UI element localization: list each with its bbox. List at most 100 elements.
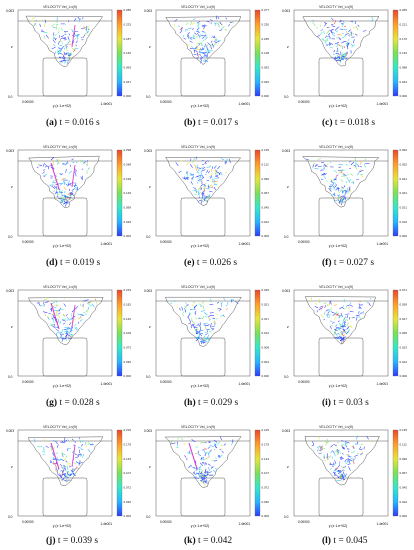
jet-streak bbox=[50, 162, 60, 190]
domain-frame bbox=[17, 429, 113, 517]
x-axis-origin-label: 0.00000 bbox=[160, 380, 172, 384]
panel-l-plot: VELOCITY Vel_Ln(9)z 0.003 0.0 0.00000 1.4e00… bbox=[282, 425, 407, 528]
panel-letter: (k) bbox=[184, 536, 196, 546]
melt-pool-outline bbox=[165, 157, 242, 206]
panel-k-plot: VELOCITY Vel_Ln(9)z 0.003 0.0 0.00000 1.4e00… bbox=[144, 425, 270, 528]
colour-bar-tick: 0.179 bbox=[124, 443, 132, 447]
colour-bar-tick: 0.036 bbox=[124, 500, 132, 504]
colour-bar-tick: 0.132 bbox=[400, 51, 408, 55]
x-axis-origin-label: 0.00000 bbox=[298, 380, 310, 384]
colour-bar-tick: 0.107 bbox=[124, 471, 132, 475]
domain-frame bbox=[17, 289, 113, 377]
x-axis-origin-label: 0.00000 bbox=[22, 520, 34, 524]
y-axis-top-label: 0.003 bbox=[282, 9, 290, 13]
x-axis-label: y (x 1.e+02) bbox=[53, 524, 72, 528]
colour-bar-tick: 0.052 bbox=[400, 163, 408, 167]
plot-header: VELOCITY Vel_Ln(9) bbox=[319, 425, 353, 429]
y-axis-bottom-label: 0.0 bbox=[8, 235, 13, 239]
x-axis-label: y (x 1.e+02) bbox=[191, 104, 210, 108]
panel-time: t = 0.029 s bbox=[198, 398, 239, 408]
y-axis-bottom-label: 0.0 bbox=[146, 95, 151, 99]
colour-bar-tick: 0.107 bbox=[262, 471, 270, 475]
panel-a-caption: (a) t = 0.016 s bbox=[46, 118, 100, 128]
colour-bar bbox=[392, 429, 399, 517]
x-axis-origin-label: 0.00000 bbox=[160, 520, 172, 524]
melt-pool-outline bbox=[25, 15, 103, 68]
jet-streak bbox=[71, 304, 76, 328]
x-axis-origin-label: 0.00000 bbox=[298, 520, 310, 524]
panel-letter: (d) bbox=[46, 258, 58, 268]
colour-bar-tick: 0.138 bbox=[262, 51, 270, 55]
panel-time: t = 0.045 bbox=[333, 536, 368, 546]
y-axis-top-label: 0.003 bbox=[6, 429, 14, 433]
colour-bar-tick: 0.000 bbox=[124, 234, 132, 238]
x-axis-end-label: 1.4e001 bbox=[376, 522, 388, 526]
y-axis-bottom-label: 0.0 bbox=[146, 375, 151, 379]
plot-header: VELOCITY Vel_Ln(9) bbox=[181, 425, 215, 429]
colour-bar-tick: 0.044 bbox=[400, 80, 408, 84]
y-axis-bottom-label: 0.0 bbox=[146, 235, 151, 239]
panel-g-plot: VELOCITY Vel_Ln(9)z 0.003 0.0 0.00000 1.4e00… bbox=[6, 285, 132, 388]
y-axis-label: z bbox=[149, 325, 151, 329]
colour-bar-tick: 0.067 bbox=[262, 191, 270, 195]
y-axis-top-label: 0.003 bbox=[6, 9, 14, 13]
x-axis-label: y (x 1.e+02) bbox=[329, 524, 348, 528]
colour-bar-tick: 0.000 bbox=[124, 514, 132, 518]
panel-e-caption: (e) t = 0.026 s bbox=[184, 258, 237, 268]
colour-bar-tick: 0.092 bbox=[262, 66, 270, 70]
colour-bar-tick: 0.185 bbox=[262, 37, 270, 41]
melt-pool-outline bbox=[165, 16, 242, 65]
plot-header: VELOCITY Vel_Ln(9) bbox=[319, 145, 353, 149]
colour-bar-tick: 0.049 bbox=[124, 220, 132, 224]
plot-header: VELOCITY Vel_Ln(9) bbox=[319, 5, 353, 9]
colour-bar bbox=[116, 9, 123, 97]
colour-bar bbox=[116, 289, 123, 377]
substrate-block bbox=[180, 337, 226, 377]
jet-streak bbox=[71, 164, 76, 188]
colour-bar bbox=[392, 289, 399, 377]
jet-streak bbox=[71, 24, 76, 48]
colour-bar-tick: 0.047 bbox=[400, 317, 408, 321]
x-axis-label: y (x 1.e+02) bbox=[191, 384, 210, 388]
y-axis-top-label: 0.003 bbox=[144, 9, 152, 13]
x-axis-end-label: 1.4e001 bbox=[100, 242, 112, 246]
y-axis-bottom-label: 0.0 bbox=[284, 375, 289, 379]
substrate-block bbox=[180, 57, 226, 97]
melt-pool-outline bbox=[165, 296, 242, 347]
colour-bar-tick: 0.017 bbox=[262, 317, 270, 321]
colour-bar-tick: 0.140 bbox=[124, 51, 132, 55]
panel-i-caption: (i) t = 0.03 s bbox=[322, 398, 369, 408]
panel-letter: (l) bbox=[322, 536, 331, 546]
colour-bar-tick: 0.036 bbox=[124, 360, 132, 364]
y-axis-label: z bbox=[287, 45, 289, 49]
velocity-vectors bbox=[175, 156, 231, 204]
x-axis-end-label: 1.4e001 bbox=[238, 522, 250, 526]
colour-bar-tick: 0.000 bbox=[400, 374, 408, 378]
panel-b-plot: VELOCITY Vel_Ln(9)z 0.003 0.0 0.00000 1.4e00… bbox=[144, 5, 270, 108]
x-axis-origin-label: 0.00000 bbox=[160, 240, 172, 244]
y-axis-label: z bbox=[149, 185, 151, 189]
panel-b-caption: (b) t = 0.017 s bbox=[184, 118, 238, 128]
colour-bar-tick: 0.000 bbox=[124, 94, 132, 98]
colour-bar-tick: 0.010 bbox=[400, 220, 408, 224]
panel-letter: (h) bbox=[184, 398, 196, 408]
colour-bar-tick: 0.215 bbox=[262, 428, 270, 432]
panel-letter: (c) bbox=[322, 118, 333, 128]
y-axis-label: z bbox=[11, 465, 13, 469]
colour-bar-tick: 0.265 bbox=[400, 8, 408, 12]
velocity-vectors bbox=[306, 157, 370, 206]
substrate-block bbox=[42, 337, 88, 377]
melt-pool-outline bbox=[301, 156, 380, 208]
x-axis-end-label: 1.4e001 bbox=[100, 102, 112, 106]
colour-bar-tick: 0.041 bbox=[400, 177, 408, 181]
colour-bar-tick: 0.072 bbox=[262, 486, 270, 490]
y-axis-top-label: 0.003 bbox=[6, 149, 14, 153]
panel-c-caption: (c) t = 0.018 s bbox=[322, 118, 375, 128]
substrate-block bbox=[42, 57, 88, 97]
velocity-vectors bbox=[310, 296, 372, 344]
colour-bar-tick: 0.298 bbox=[124, 148, 132, 152]
colour-bar-tick: 0.088 bbox=[400, 66, 408, 70]
x-axis-end-label: 1.4e001 bbox=[100, 382, 112, 386]
domain-frame bbox=[17, 9, 113, 97]
colour-bar-tick: 0.000 bbox=[262, 374, 270, 378]
